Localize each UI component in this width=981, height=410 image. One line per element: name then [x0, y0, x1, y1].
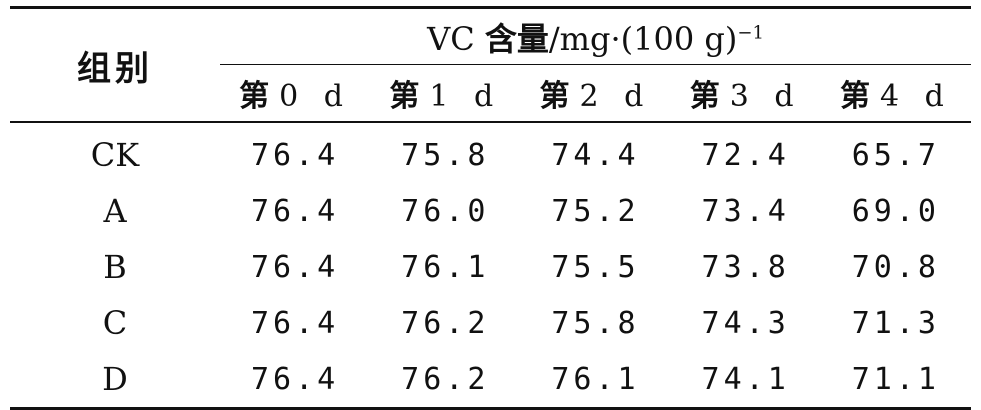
value-cell: 76.1 [520, 351, 671, 410]
day-header-0: 第 0 d [220, 64, 371, 123]
table-row: D 76.4 76.2 76.1 74.1 71.1 [10, 351, 971, 410]
value-cell: 65.7 [851, 137, 940, 173]
vc-label: 含量 [484, 19, 549, 58]
value-cell: 76.2 [401, 305, 490, 341]
day-header-label: 1 d [429, 79, 502, 114]
value-cell: 74.1 [670, 351, 821, 410]
value-cell: 76.2 [370, 351, 521, 410]
value-cell: 75.8 [401, 137, 490, 173]
day-header-prefix: 第 [239, 79, 270, 114]
value-cell: 73.4 [701, 193, 790, 229]
value-cell: 72.4 [701, 137, 790, 173]
value-cell: 71.1 [820, 351, 971, 410]
table-row: B 76.4 76.1 75.5 73.8 70.8 [10, 239, 971, 295]
header-row-top: 组别 VC 含量/mg·(100 g)−1 [10, 6, 971, 123]
table-row: CK 76.4 75.8 74.4 72.4 65.7 [10, 122, 971, 183]
value-cell: 76.4 [250, 305, 340, 341]
value-cell: 69.0 [851, 193, 940, 229]
table-header: 组别 VC 含量/mg·(100 g)−1 第 0 d 第 1 d 第 2 d 第 3 … [10, 6, 971, 123]
value-cell: 71.3 [851, 305, 940, 341]
value-cell: 76.4 [250, 193, 340, 229]
vc-content-table: 组别 VC 含量/mg·(100 g)−1 第 0 d 第 1 d 第 2 d 第 3 … [10, 6, 971, 410]
day-header-label: 4 d [879, 79, 952, 114]
day-header-label: 0 d [279, 79, 351, 114]
group-cell: A [103, 192, 127, 230]
day-header-label: 3 d [729, 79, 802, 114]
table-row: C 76.4 76.2 75.8 74.3 71.3 [10, 295, 971, 351]
day-header-1: 第 1 d [370, 64, 521, 123]
value-cell: 76.1 [401, 249, 490, 285]
vc-content-table-wrapper: 组别 VC 含量/mg·(100 g)−1 第 0 d 第 1 d 第 2 d 第 3 … [10, 6, 971, 410]
group-cell: CK [90, 136, 140, 174]
vc-prefix: VC [427, 19, 475, 58]
day-header-prefix: 第 [839, 79, 870, 114]
group-cell: D [10, 351, 220, 410]
value-cell: 76.0 [401, 193, 490, 229]
value-cell: 74.3 [701, 305, 790, 341]
value-cell: 74.4 [551, 137, 640, 173]
day-header-4: 第 4 d [820, 64, 971, 123]
value-cell: 75.5 [551, 249, 640, 285]
table-row: A 76.4 76.0 75.2 73.4 69.0 [10, 183, 971, 239]
table-body: CK 76.4 75.8 74.4 72.4 65.7 A 76.4 76.0 … [10, 122, 971, 410]
day-header-3: 第 3 d [670, 64, 821, 123]
value-cell: 76.4 [250, 137, 340, 173]
value-cell: 75.8 [551, 305, 640, 341]
vc-content-header: VC 含量/mg·(100 g)−1 [220, 6, 971, 65]
value-cell: 75.2 [551, 193, 640, 229]
day-header-prefix: 第 [689, 79, 720, 114]
vc-unit: /mg·(100 g) [548, 19, 738, 58]
header-row-days: 第 0 d 第 1 d 第 2 d 第 3 d 第 4 d [10, 64, 971, 123]
group-column-header: 组别 [10, 6, 220, 123]
day-header-2: 第 2 d [520, 64, 671, 123]
vc-unit-exponent: −1 [737, 21, 764, 43]
value-cell: 70.8 [851, 249, 940, 285]
day-header-prefix: 第 [389, 79, 420, 114]
value-cell: 76.4 [220, 351, 371, 410]
day-header-prefix: 第 [539, 79, 570, 114]
group-cell: C [102, 304, 128, 342]
value-cell: 76.4 [250, 249, 340, 285]
group-cell: B [103, 248, 127, 286]
value-cell: 73.8 [701, 249, 790, 285]
day-header-label: 2 d [579, 79, 652, 114]
